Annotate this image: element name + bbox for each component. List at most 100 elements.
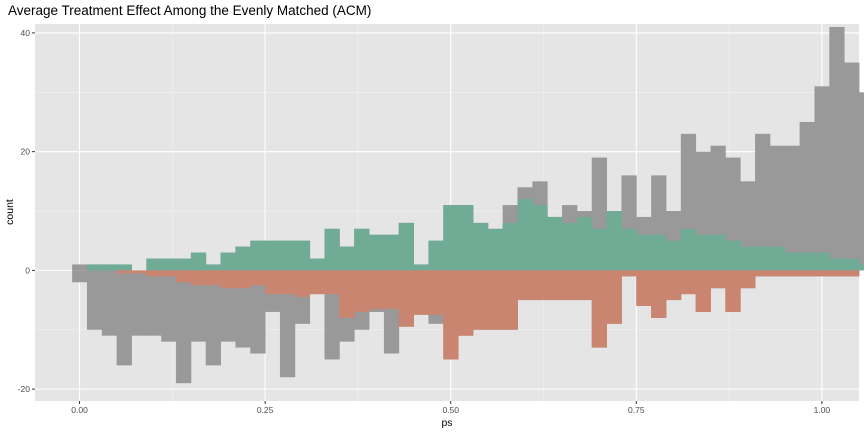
bar-treated_weighted [205,264,221,271]
bar-control_weighted [844,270,860,277]
bar-treated_full [814,86,830,271]
bar-treated_weighted [562,222,578,271]
bar-control_weighted [265,270,281,295]
y-axis-label: count [4,199,16,225]
bars [72,26,864,384]
bar-treated_weighted [101,264,118,271]
bar-treated_full [769,145,786,271]
bar-treated_weighted [621,228,637,271]
bar-control_full [146,270,162,336]
bar-control_weighted [710,270,726,289]
bar-treated_weighted [86,264,103,271]
bar-control_weighted [502,270,518,330]
bar-control_weighted [398,270,414,327]
bar-treated_weighted [547,216,563,271]
bar-treated_weighted [309,258,325,271]
bar-control_weighted [131,270,147,274]
bar-treated_weighted [294,240,311,271]
x-axis-ticks: 0.00 0.25 0.50 0.75 1.00 [71,401,830,415]
bar-control_weighted [309,270,325,295]
bar-control_weighted [339,270,355,318]
y-tick-label: 0 [25,265,30,275]
bar-control_weighted [354,270,370,312]
bar-control_weighted [829,270,845,277]
bar-control_full [116,270,132,366]
bar-control_weighted [517,270,533,301]
bar-treated_weighted [443,205,459,271]
bar-treated_full [72,264,88,271]
bar-treated_weighted [814,252,830,271]
bar-control_weighted [205,270,221,286]
bar-control_full [205,270,221,366]
bar-control_weighted [636,270,652,307]
bar-control_full [72,270,88,283]
bar-control_weighted [814,270,830,277]
bar-control_weighted [784,270,801,277]
bar-control_weighted [190,270,207,286]
bar-treated_weighted [354,228,370,271]
bar-control_weighted [621,270,637,277]
bar-treated_full [799,121,815,271]
bar-control_weighted [472,270,489,330]
bar-treated_full [844,62,860,271]
bar-control_weighted [562,270,578,301]
bar-control_weighted [324,270,340,295]
bar-treated_weighted [250,240,266,271]
chart-title: Average Treatment Effect Among the Evenl… [8,3,372,18]
bar-treated_weighted [769,246,786,271]
bar-treated_weighted [740,246,756,271]
bar-treated_weighted [161,258,177,271]
bar-treated_weighted [695,234,711,271]
bar-treated_weighted [472,222,489,271]
bar-control_full [279,270,296,378]
bar-treated_weighted [428,240,444,271]
bar-control_weighted [547,270,563,301]
bar-treated_weighted [235,246,251,271]
bar-treated_weighted [413,264,429,271]
bar-treated_weighted [829,258,845,271]
x-tick-label: 0.25 [257,405,274,415]
bar-control_weighted [799,270,815,277]
bar-control_weighted [591,270,608,348]
bar-control_weighted [680,270,697,295]
bar-treated_weighted [116,264,132,271]
bar-treated_weighted [279,240,296,271]
bar-control_full [250,270,266,354]
y-axis-ticks: -20 0 20 40 [18,28,35,394]
bar-control_weighted [458,270,474,336]
bar-treated_full [829,26,845,271]
bar-treated_weighted [398,222,414,271]
bar-control_weighted [606,270,622,324]
y-tick-label: 40 [21,28,31,38]
bar-treated_full [859,92,864,271]
bar-treated_weighted [369,234,385,271]
bar-treated_weighted [532,205,548,271]
x-axis-label: ps [441,417,452,429]
bar-control_weighted [665,270,682,301]
bar-control_full [190,270,207,342]
bar-treated_weighted [665,240,682,271]
bar-control_weighted [116,270,132,274]
bar-control_full [131,270,147,336]
bar-treated_weighted [576,216,593,271]
bar-control_full [86,270,103,330]
bar-control_full [161,270,177,342]
bar-control_weighted [146,270,162,277]
x-tick-label: 0.75 [628,405,645,415]
bar-treated_weighted [265,240,281,271]
bar-control_full [235,270,251,348]
bar-treated_weighted [755,246,771,271]
bar-control_weighted [487,270,504,330]
y-tick-label: -20 [18,384,31,394]
bar-treated_weighted [859,264,864,271]
bar-control_weighted [220,270,236,289]
bar-treated_weighted [517,199,533,271]
bar-control_weighted [443,270,459,360]
bar-treated_weighted [710,234,726,271]
bar-control_weighted [294,270,311,298]
bar-treated_weighted [190,252,207,271]
bar-treated_weighted [502,222,518,271]
bar-control_weighted [740,270,756,289]
bar-treated_weighted [220,252,236,271]
x-tick-label: 0.00 [71,405,88,415]
